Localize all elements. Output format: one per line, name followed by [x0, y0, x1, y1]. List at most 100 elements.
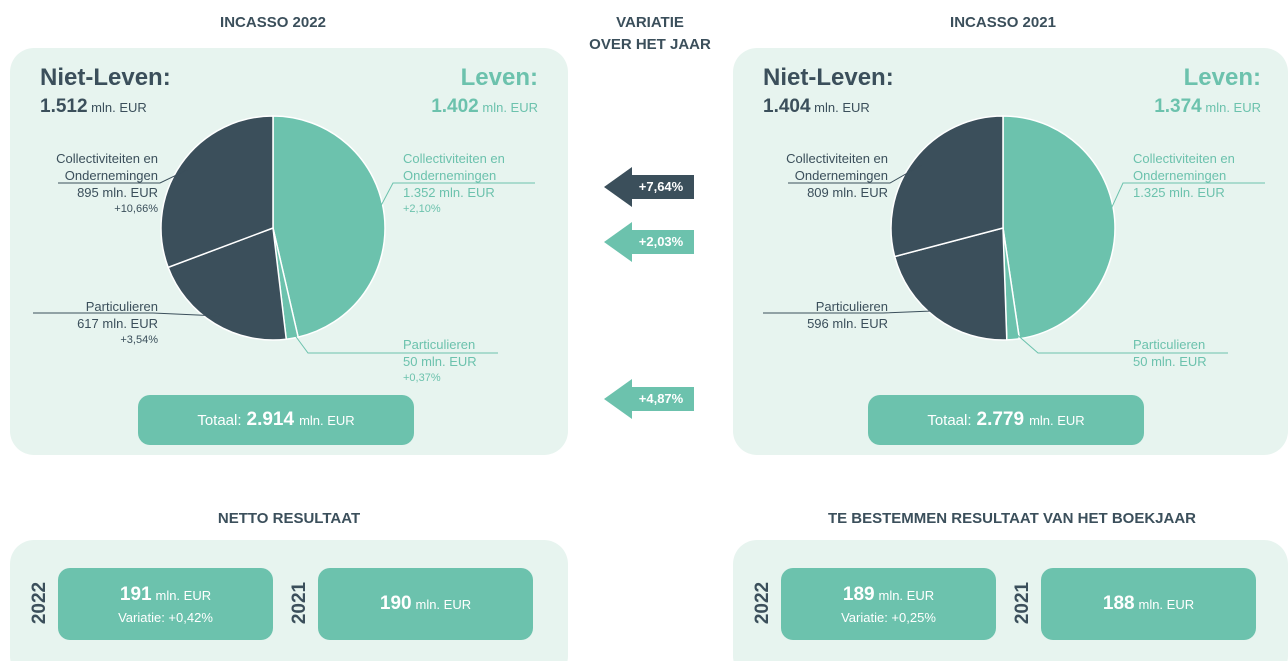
group-total: 1.404 mln. EUR: [763, 96, 870, 118]
leader-line: [58, 168, 189, 184]
slice-change: +0,37%: [403, 372, 441, 384]
slice-value: 809 mln. EUR: [807, 185, 888, 200]
variation-label: +2,03%: [638, 234, 684, 249]
slice-change: +2,10%: [403, 203, 441, 215]
slice-value: 50 mln. EUR: [1133, 354, 1207, 369]
result-value: 191: [119, 583, 152, 605]
leader-line: [788, 164, 922, 184]
group-total-value: 1.404: [763, 96, 811, 117]
slice-label: Particulieren 50 mln. EUR +0,37%: [403, 336, 538, 387]
slice-label: Particulieren 596 mln. EUR: [753, 298, 888, 332]
result-value-line: 190 mln. EUR: [380, 593, 471, 615]
leader-line: [1105, 182, 1265, 221]
result-unit: mln. EUR: [155, 587, 212, 603]
total-value: 2.914: [246, 409, 295, 430]
pie-slice: [890, 115, 1004, 258]
slice-name: Collectiviteiten en Ondernemingen: [1133, 151, 1235, 183]
result-unit: mln. EUR: [415, 597, 472, 612]
result-value-line: 188 mln. EUR: [1103, 593, 1194, 615]
result-box: 191 mln. EUR Variatie: +0,42%: [58, 568, 273, 640]
slice-name: Particulieren: [815, 299, 888, 314]
group-total: 1.402 mln. EUR: [431, 96, 538, 118]
pie-slice: [1002, 115, 1116, 340]
leader-line: [290, 329, 498, 354]
group-total-value: 1.374: [1154, 96, 1202, 117]
pie-slice: [160, 115, 274, 269]
pie-slice: [272, 115, 386, 339]
total-label: Totaal:: [197, 411, 242, 429]
leader-line: [33, 312, 220, 317]
slice-value: 1.325 mln. EUR: [1133, 185, 1225, 200]
variation-label: +7,64%: [638, 179, 684, 194]
variation-title-line: OVER HET JAAR: [589, 36, 711, 53]
result-box: 189 mln. EUR Variatie: +0,25%: [781, 568, 996, 640]
slice-change: +3,54%: [120, 334, 158, 346]
result-title: TE BESTEMMEN RESULTAAT VAN HET BOEKJAAR: [827, 510, 1197, 527]
leader-line: [763, 310, 942, 314]
group-total-value: 1.512: [40, 96, 88, 117]
group-total-unit: mln. EUR: [482, 100, 538, 115]
slice-name: Collectiviteiten en Ondernemingen: [56, 151, 158, 183]
result-value-line: 191 mln. EUR: [120, 584, 211, 606]
group-total-unit: mln. EUR: [814, 100, 870, 115]
group-total: 1.374 mln. EUR: [1154, 96, 1261, 118]
result-value: 190: [379, 593, 412, 614]
variation-arrow: [604, 222, 694, 262]
result-year: 2022: [29, 581, 50, 625]
result-year: 2022: [752, 581, 773, 625]
slice-change: +10,66%: [114, 203, 158, 215]
total-label: Totaal:: [927, 411, 972, 429]
variation-title: VARIATIE OVER HET JAAR: [550, 12, 750, 56]
slice-name: Collectiviteiten en Ondernemingen: [786, 151, 888, 183]
group-name: Niet-Leven:: [763, 64, 894, 91]
slice-name: Particulieren: [1133, 337, 1206, 352]
slice-label: Collectiviteiten en Ondernemingen 1.325 m…: [1133, 150, 1268, 201]
slice-label: Particulieren 617 mln. EUR +3,54%: [23, 298, 158, 349]
result-variation: Variatie: +0,25%: [841, 609, 936, 625]
total-box: Totaal: 2.779 mln. EUR: [868, 395, 1144, 445]
result-value: 189: [842, 583, 875, 605]
variation-arrow: [604, 379, 694, 419]
group-name: Leven:: [1183, 64, 1261, 91]
chart-title: INCASSO 2022: [220, 14, 326, 31]
slice-value: 596 mln. EUR: [807, 316, 888, 331]
group-total-value: 1.402: [431, 96, 479, 117]
result-box: 190 mln. EUR: [318, 568, 533, 640]
total-value: 2.779: [976, 409, 1025, 430]
slice-value: 50 mln. EUR: [403, 354, 477, 369]
result-year: 2021: [289, 581, 310, 625]
slice-label: Collectiviteiten en Ondernemingen 1.352 m…: [403, 150, 538, 218]
total-unit: mln. EUR: [1029, 412, 1085, 428]
slice-label: Collectiviteiten en Ondernemingen 895 mln…: [23, 150, 158, 218]
total-unit: mln. EUR: [299, 412, 355, 428]
leader-line: [374, 182, 535, 217]
group-name: Leven:: [460, 64, 538, 91]
group-name: Niet-Leven:: [40, 64, 171, 91]
slice-name: Collectiviteiten en Ondernemingen: [403, 151, 505, 183]
group-total-unit: mln. EUR: [1205, 100, 1261, 115]
result-value: 188: [1102, 593, 1135, 614]
slice-name: Particulieren: [85, 299, 158, 314]
group-total-unit: mln. EUR: [91, 100, 147, 115]
group-total: 1.512 mln. EUR: [40, 96, 147, 118]
pie-slice: [893, 227, 1008, 341]
slice-value: 617 mln. EUR: [77, 316, 158, 331]
variation-arrow: [604, 167, 694, 207]
result-value-line: 189 mln. EUR: [843, 584, 934, 606]
leader-line: [1011, 330, 1228, 354]
result-box: 188 mln. EUR: [1041, 568, 1256, 640]
result-year: 2021: [1012, 581, 1033, 625]
slice-name: Particulieren: [403, 337, 476, 352]
slice-value: 895 mln. EUR: [77, 185, 158, 200]
slice-label: Particulieren 50 mln. EUR: [1133, 336, 1268, 370]
pie-slice: [167, 226, 288, 341]
chart-title: INCASSO 2021: [950, 14, 1056, 31]
slice-label: Collectiviteiten en Ondernemingen 809 mln…: [753, 150, 888, 201]
slice-value: 1.352 mln. EUR: [403, 185, 495, 200]
result-variation: Variatie: +0,42%: [118, 609, 213, 625]
result-unit: mln. EUR: [878, 587, 935, 603]
total-box: Totaal: 2.914 mln. EUR: [138, 395, 414, 445]
variation-title-line: VARIATIE: [616, 14, 684, 31]
